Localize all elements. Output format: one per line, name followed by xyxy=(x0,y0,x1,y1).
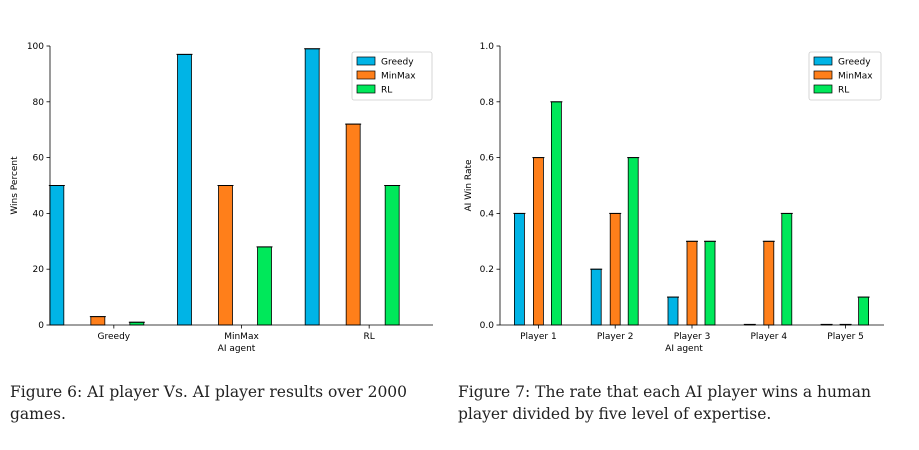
bar-minmax-player-3 xyxy=(686,240,698,326)
y-tick-label: 0.8 xyxy=(480,98,495,108)
y-tick-label: 0.0 xyxy=(480,321,495,331)
bar-rl-minmax xyxy=(257,246,272,326)
y-axis-label: AI Win Rate xyxy=(464,159,474,212)
legend-label-rl: RL xyxy=(381,86,392,96)
chart-1: 0 20 40 60 80 100 Greedy MinMax RL AI agent Wins P… xyxy=(10,42,433,354)
y-tick-label: 1.0 xyxy=(480,42,495,52)
legend-swatch-greedy xyxy=(356,56,376,66)
x-tick-label-rl: RL xyxy=(364,332,375,342)
legend-label-greedy: Greedy xyxy=(838,58,871,68)
y-axis-label: Wins Percent xyxy=(10,156,20,215)
y-tick-label: 60 xyxy=(33,154,45,164)
charts-canvas: 0 20 40 60 80 100 Greedy MinMax RL AI agent Wins P… xyxy=(10,42,884,354)
figure-7-caption: Figure 7: The rate that each AI player w… xyxy=(458,383,871,423)
y-tick-label: 0.6 xyxy=(480,154,495,164)
bar-minmax-greedy xyxy=(90,316,106,326)
bar-minmax-rl xyxy=(345,123,361,326)
legend-label-rl: RL xyxy=(838,86,849,96)
legend-label-minmax: MinMax xyxy=(381,72,416,82)
legend-swatch-rl xyxy=(813,84,833,94)
bar-greedy-player-3 xyxy=(667,296,679,326)
y-tick-label: 0.4 xyxy=(480,209,495,219)
legend-label-greedy: Greedy xyxy=(381,58,414,68)
x-tick-label-player-4: Player 4 xyxy=(751,332,788,342)
bar-rl-player-3 xyxy=(704,240,716,326)
x-axis-label: AI agent xyxy=(218,344,256,354)
bar-rl-player-4 xyxy=(781,212,793,326)
bar-greedy-greedy xyxy=(49,185,65,326)
legend: Greedy MinMax RL xyxy=(351,51,433,101)
chart-2: 0.0 0.2 0.4 0.6 0.8 1.0 Player 1 Player 2 Player… xyxy=(464,42,884,354)
bar-rl-player-2 xyxy=(627,157,639,326)
bar-minmax-minmax xyxy=(218,185,233,326)
legend: Greedy MinMax RL xyxy=(808,51,882,101)
bar-minmax-player-2 xyxy=(609,212,621,326)
x-tick-label-player-3: Player 3 xyxy=(674,332,711,342)
x-tick-label-greedy: Greedy xyxy=(98,332,131,342)
bar-greedy-player-2 xyxy=(590,268,602,326)
x-tick-label-player-5: Player 5 xyxy=(827,332,864,342)
bar-minmax-player-1 xyxy=(533,157,544,326)
bar-rl-player-5 xyxy=(858,296,869,326)
y-tick-label: 100 xyxy=(27,42,44,52)
y-tick-label: 80 xyxy=(33,98,45,108)
y-tick-label: 20 xyxy=(33,265,45,275)
legend-label-minmax: MinMax xyxy=(838,72,873,82)
legend-swatch-rl xyxy=(356,84,376,94)
bar-greedy-player-1 xyxy=(514,212,525,326)
x-tick-label-player-2: Player 2 xyxy=(597,332,634,342)
bar-rl-player-1 xyxy=(551,101,562,326)
y-tick-label: 40 xyxy=(33,209,45,219)
bar-minmax-player-4 xyxy=(763,240,775,326)
legend-swatch-minmax xyxy=(813,70,833,80)
x-axis-label: AI agent xyxy=(665,344,703,354)
x-tick-label-minmax: MinMax xyxy=(224,332,259,342)
bar-greedy-minmax xyxy=(177,53,192,326)
y-tick-label: 0.2 xyxy=(480,265,494,275)
x-tick-label-player-1: Player 1 xyxy=(520,332,557,342)
figure-6-caption: Figure 6: AI player Vs. AI player result… xyxy=(10,383,408,423)
legend-swatch-minmax xyxy=(356,70,376,80)
bar-greedy-rl xyxy=(304,48,320,326)
legend-swatch-greedy xyxy=(813,56,833,66)
y-tick-label: 0 xyxy=(38,321,44,331)
bar-rl-rl xyxy=(384,185,400,326)
